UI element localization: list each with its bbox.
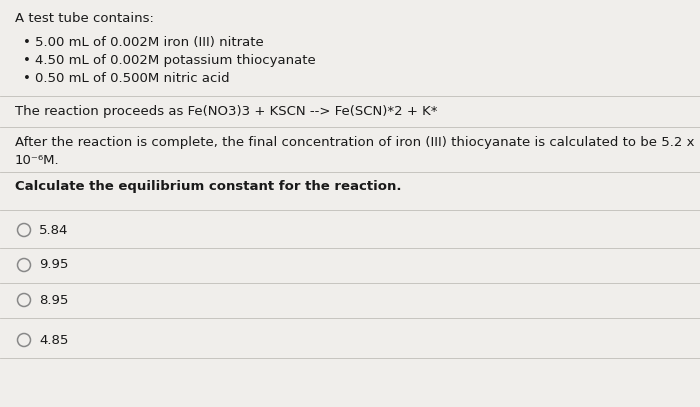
- Text: •: •: [23, 54, 31, 67]
- Text: Calculate the equilibrium constant for the reaction.: Calculate the equilibrium constant for t…: [15, 180, 402, 193]
- Text: 4.50 mL of 0.002M potassium thiocyanate: 4.50 mL of 0.002M potassium thiocyanate: [35, 54, 316, 67]
- Text: •: •: [23, 36, 31, 49]
- Text: 5.84: 5.84: [39, 223, 69, 236]
- Text: 9.95: 9.95: [39, 258, 69, 271]
- Text: •: •: [23, 72, 31, 85]
- Text: 4.85: 4.85: [39, 333, 69, 346]
- Text: 8.95: 8.95: [39, 293, 69, 306]
- Text: A test tube contains:: A test tube contains:: [15, 12, 154, 25]
- Text: After the reaction is complete, the final concentration of iron (III) thiocyanat: After the reaction is complete, the fina…: [15, 136, 694, 149]
- Text: 10⁻⁶M.: 10⁻⁶M.: [15, 154, 60, 167]
- Text: 0.50 mL of 0.500M nitric acid: 0.50 mL of 0.500M nitric acid: [35, 72, 230, 85]
- Text: The reaction proceeds as Fe(NO3)3 + KSCN --> Fe(SCN)*2 + K*: The reaction proceeds as Fe(NO3)3 + KSCN…: [15, 105, 438, 118]
- Text: 5.00 mL of 0.002M iron (III) nitrate: 5.00 mL of 0.002M iron (III) nitrate: [35, 36, 264, 49]
